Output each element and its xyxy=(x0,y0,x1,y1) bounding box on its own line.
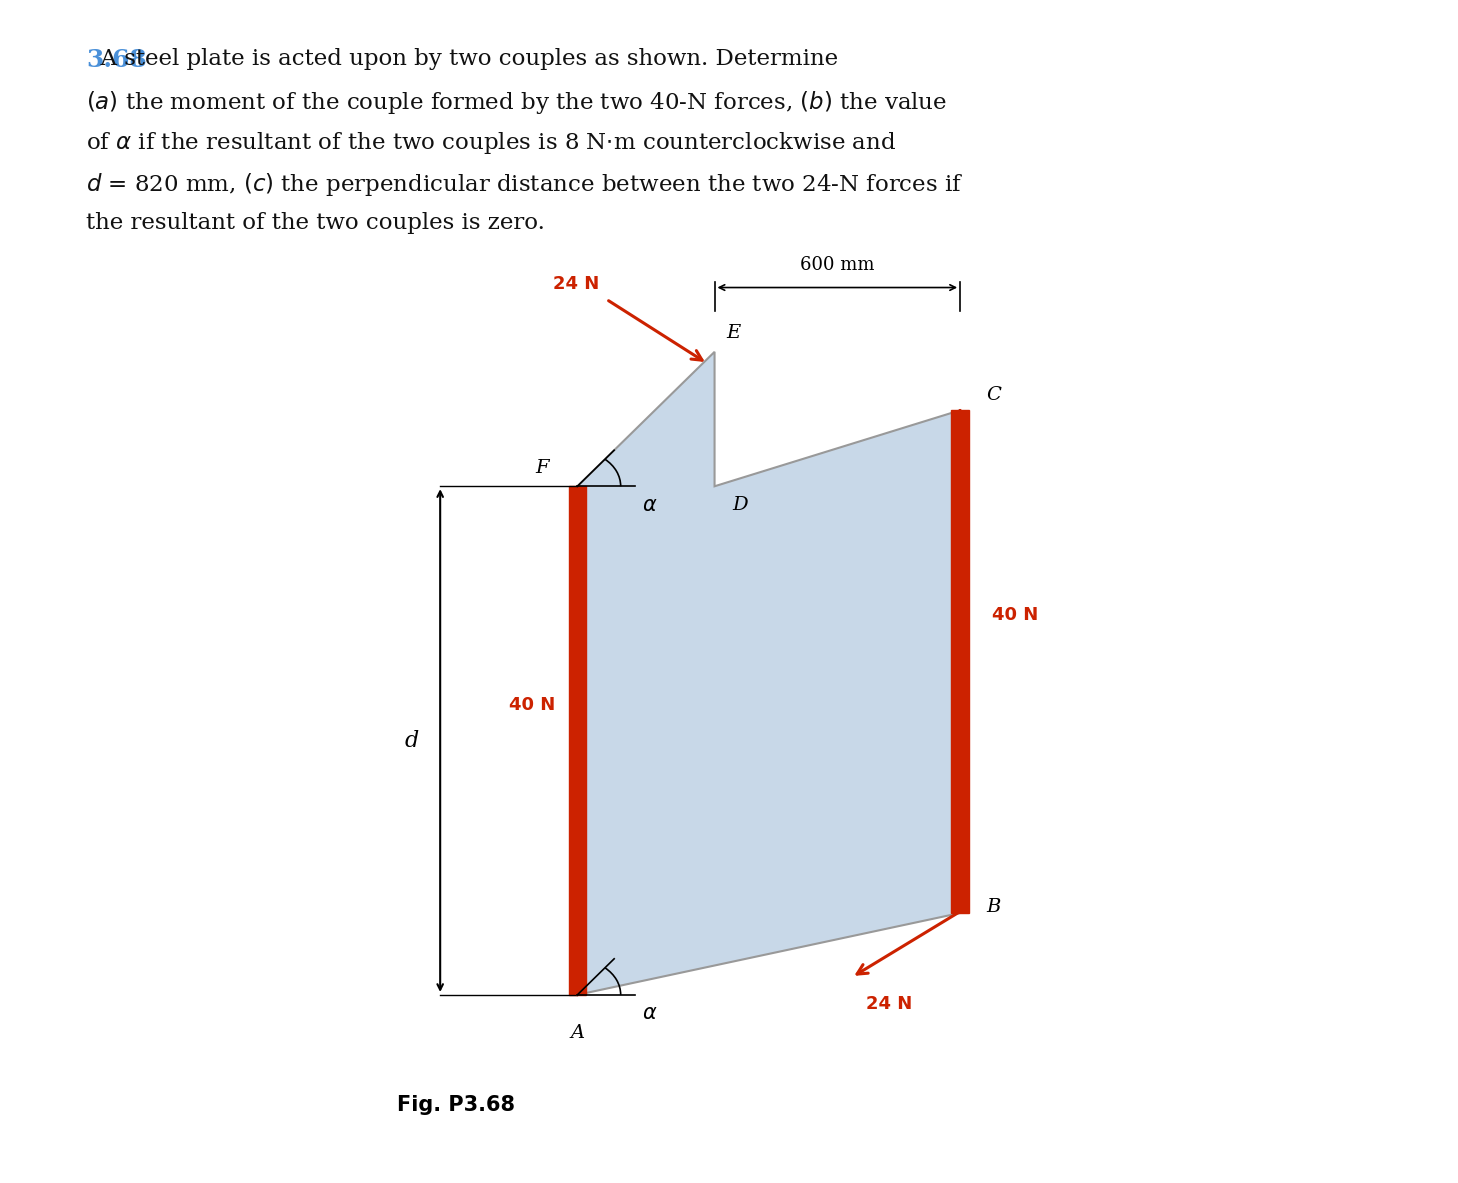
Text: F: F xyxy=(535,459,548,477)
Text: B: B xyxy=(986,898,1000,916)
Text: of $\alpha$ if the resultant of the two couples is 8 N$\cdot$m counterclockwise : of $\alpha$ if the resultant of the two … xyxy=(86,130,897,156)
Text: the resultant of the two couples is zero.: the resultant of the two couples is zero… xyxy=(86,212,545,233)
Text: A steel plate is acted upon by two couples as shown. Determine: A steel plate is acted upon by two coupl… xyxy=(86,47,838,70)
Text: $\alpha$: $\alpha$ xyxy=(643,496,658,515)
Text: A: A xyxy=(570,1024,585,1042)
Text: 3.68: 3.68 xyxy=(86,47,147,72)
Polygon shape xyxy=(569,486,586,995)
Text: $d$ = 820 mm, $(c)$ the perpendicular distance between the two 24-N forces if: $d$ = 820 mm, $(c)$ the perpendicular di… xyxy=(86,170,964,198)
Polygon shape xyxy=(577,351,959,995)
Text: D: D xyxy=(732,496,748,513)
Polygon shape xyxy=(952,411,968,913)
Text: Fig. P3.68: Fig. P3.68 xyxy=(397,1095,515,1116)
Text: C: C xyxy=(986,387,1002,405)
Text: 40 N: 40 N xyxy=(991,606,1038,623)
Text: 24 N: 24 N xyxy=(553,276,599,293)
Text: 40 N: 40 N xyxy=(509,697,555,715)
Text: $\alpha$: $\alpha$ xyxy=(643,1004,658,1023)
Text: 24 N: 24 N xyxy=(866,995,913,1013)
Text: $(a)$ the moment of the couple formed by the two 40-N forces, $(b)$ the value: $(a)$ the moment of the couple formed by… xyxy=(86,89,948,116)
Text: E: E xyxy=(726,324,741,343)
Text: d: d xyxy=(404,730,418,751)
Text: 600 mm: 600 mm xyxy=(800,256,875,273)
